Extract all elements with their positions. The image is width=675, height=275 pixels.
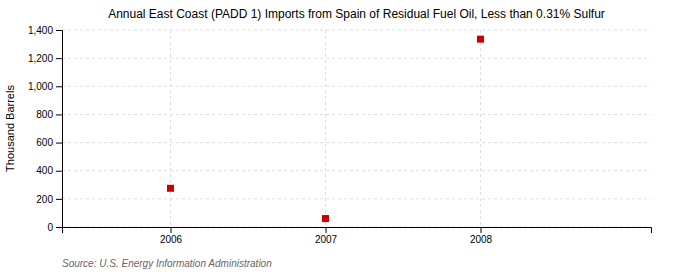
- points: [167, 36, 484, 222]
- title: Annual East Coast (PADD 1) Imports from …: [108, 7, 605, 21]
- y-axis-tick-label: 200: [36, 194, 53, 205]
- y-axis-tick: 400: [36, 165, 62, 176]
- y-axis-tick-mark: [56, 86, 62, 87]
- plot: 2006 2007 2008 0 200 400 600 800 1,000 1,200 1,400: [28, 25, 652, 245]
- y-axis-tick-label: 0: [47, 222, 53, 233]
- grid-line-x: [170, 30, 171, 227]
- x-axis-tick-label: 2007: [315, 234, 338, 245]
- point: [322, 215, 329, 222]
- point: [477, 36, 484, 43]
- y-axis-tick-mark: [56, 114, 62, 115]
- y-axis-title: Thousand Barrels: [4, 85, 16, 172]
- grid-line-y: [62, 86, 651, 87]
- point: [167, 185, 174, 192]
- grid-line-y: [62, 30, 651, 31]
- x-axis-tick-mark: [171, 227, 172, 233]
- x-axis-line: [63, 228, 652, 234]
- x-axis-tick: 2007: [315, 227, 338, 245]
- y-axis: 0 200 400 600 800 1,000 1,200 1,400: [28, 25, 63, 233]
- y-axis-tick-label: 1,200: [28, 53, 53, 64]
- x-axis-tick-label: 2008: [470, 234, 493, 245]
- grid-line-x: [325, 30, 326, 227]
- y-axis-tick-label: 600: [36, 137, 53, 148]
- x-axis-tick: 2008: [470, 227, 493, 245]
- y-axis-tick: 200: [36, 194, 62, 205]
- grid-line-x: [480, 30, 481, 227]
- y-axis-tick-mark: [56, 227, 62, 228]
- grid-line-y: [62, 142, 651, 143]
- y-axis-tick-mark: [56, 199, 62, 200]
- y-axis-tick-mark: [56, 171, 62, 172]
- chart: 2006 2007 2008 0 200 400 600 800 1,000 1,200 1,400…: [0, 0, 675, 275]
- source-note: Source: U.S. Energy Information Administ…: [62, 258, 272, 269]
- y-axis-tick: 1,400: [28, 25, 62, 36]
- y-axis-tick: 800: [36, 109, 62, 120]
- x-axis-tick-mark: [481, 227, 482, 233]
- x-axis-tick-mark: [326, 227, 327, 233]
- y-axis-tick-mark: [56, 30, 62, 31]
- y-axis-tick: 0: [47, 222, 62, 233]
- y-axis-tick-mark: [56, 143, 62, 144]
- y-axis-tick: 600: [36, 137, 62, 148]
- y-axis-tick: 1,000: [28, 81, 62, 92]
- grid-line-y: [62, 170, 651, 171]
- y-axis-line: [56, 31, 63, 228]
- x-axis: 2006 2007 2008: [63, 227, 652, 245]
- y-axis-tick-label: 400: [36, 165, 53, 176]
- grid: [62, 30, 651, 227]
- grid-line-y: [62, 198, 651, 199]
- grid-line-y: [62, 58, 651, 59]
- x-axis-tick-label: 2006: [160, 234, 183, 245]
- y-axis-tick-label: 800: [36, 109, 53, 120]
- y-axis-tick: 1,200: [28, 53, 62, 64]
- y-axis-tick-label: 1,000: [28, 81, 53, 92]
- y-axis-tick-label: 1,400: [28, 25, 53, 36]
- x-axis-tick: 2006: [160, 227, 183, 245]
- grid-line-y: [62, 114, 651, 115]
- y-axis-tick-mark: [56, 58, 62, 59]
